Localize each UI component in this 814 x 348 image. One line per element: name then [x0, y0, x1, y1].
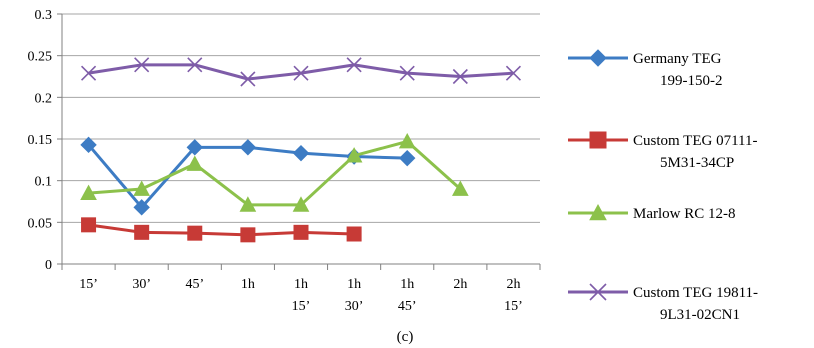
- legend-marker: [589, 283, 607, 301]
- x-tick-label: 1h 45’: [398, 277, 417, 314]
- x-tick-label-line: 15’: [79, 277, 98, 292]
- legend-entry: Custom TEG 07111- 5M31-34CP: [568, 131, 757, 171]
- data-point: [133, 180, 151, 196]
- x-tick-label-line: 45’: [185, 277, 204, 292]
- x-tick-label: 1h 15’: [292, 277, 311, 314]
- x-tick-label: 45’: [185, 277, 204, 292]
- data-point: [133, 199, 150, 216]
- y-axis: 0 0.05 0.1 0.15 0.2 0.25 0.3: [28, 8, 63, 273]
- legend-entry: Germany TEG 199-150-2: [568, 49, 723, 89]
- legend-label-line: Custom TEG 19811-: [633, 285, 758, 301]
- data-point: [80, 136, 97, 154]
- series-3: [80, 132, 469, 212]
- legend-marker: [589, 49, 607, 67]
- data-point: [80, 184, 97, 201]
- legend-label-line: Germany TEG: [633, 51, 722, 67]
- x-tick-label-line: 45’: [398, 299, 417, 314]
- x-tick-label: 15’: [79, 277, 98, 292]
- x-tick-label: 2h: [453, 277, 467, 292]
- x-tick-label-line: 15’: [504, 299, 523, 314]
- legend-label: Custom TEG 19811- 9L31-02CN1: [633, 285, 758, 323]
- data-point: [240, 227, 256, 243]
- data-point: [292, 144, 310, 162]
- data-point: [399, 149, 416, 167]
- x-axis: 15’ 30’ 45’ 1h 1h 15’1h 30’1h 45’2h 2h 15’: [61, 263, 541, 314]
- data-point: [134, 57, 150, 73]
- data-point: [187, 57, 203, 73]
- legend-label-line: 9L31-02CN1: [660, 307, 740, 323]
- data-point: [293, 65, 309, 81]
- data-point: [134, 224, 150, 240]
- y-tick-label: 0.2: [35, 91, 53, 106]
- data-point: [187, 225, 203, 241]
- series-layer: [80, 57, 522, 243]
- series-4: [80, 57, 522, 87]
- data-point: [240, 71, 256, 87]
- x-tick-label-line: 15’: [292, 299, 311, 314]
- x-tick-label-line: 1h: [400, 277, 414, 292]
- x-tick-label-line: 2h: [506, 277, 520, 292]
- data-point: [346, 57, 362, 73]
- y-tick-label: 0.15: [28, 133, 53, 148]
- x-tick-label-line: 30’: [345, 299, 364, 314]
- marker-stroke: [240, 71, 256, 87]
- data-point: [345, 147, 363, 163]
- marker-stroke: [80, 65, 97, 81]
- marker-stroke: [399, 65, 415, 81]
- marker-stroke: [346, 57, 362, 73]
- data-point: [292, 196, 310, 212]
- y-tick-label: 0.25: [28, 50, 53, 65]
- data-point: [505, 65, 522, 81]
- figure-caption: (c): [397, 329, 414, 345]
- data-point: [239, 139, 257, 156]
- x-tick-label-line: 1h: [241, 277, 255, 292]
- x-tick-label: 30’: [132, 277, 151, 292]
- legend-label: Marlow RC 12-8: [633, 206, 736, 222]
- series-line: [88, 223, 355, 237]
- data-point: [346, 226, 362, 242]
- x-tick-label-line: 1h: [294, 277, 308, 292]
- data-point: [81, 217, 97, 233]
- data-point: [239, 196, 257, 212]
- x-tick-label: 1h: [241, 277, 255, 292]
- y-tick-label: 0.3: [35, 8, 53, 23]
- y-tick-label: 0.1: [35, 175, 53, 190]
- legend-marker: [589, 203, 607, 221]
- x-tick-label-line: 30’: [132, 277, 151, 292]
- legend-label-line: Custom TEG 07111-: [633, 133, 757, 149]
- x-tick-label: 1h 30’: [345, 277, 364, 314]
- data-point: [399, 65, 415, 81]
- data-point: [80, 65, 97, 81]
- data-point: [186, 139, 203, 156]
- legend-entry: Custom TEG 19811- 9L31-02CN1: [568, 283, 758, 323]
- legend-label-line: Marlow RC 12-8: [633, 206, 736, 222]
- legend-entry: Marlow RC 12-8: [568, 203, 736, 222]
- data-point: [293, 224, 309, 240]
- x-tick-label-line: 1h: [347, 277, 361, 292]
- series-2: [81, 217, 362, 243]
- marker-stroke: [134, 57, 150, 73]
- marker-stroke: [589, 283, 607, 301]
- data-point: [451, 180, 469, 196]
- marker-stroke: [187, 57, 203, 73]
- x-tick-label: 2h 15’: [504, 277, 523, 314]
- marker-stroke: [505, 65, 522, 81]
- legend-label: Germany TEG 199-150-2: [633, 51, 723, 89]
- data-point: [452, 68, 468, 85]
- y-tick-label: 0.05: [28, 216, 53, 231]
- series-line: [88, 140, 462, 207]
- legend-label: Custom TEG 07111- 5M31-34CP: [633, 133, 757, 171]
- data-point: [398, 132, 416, 149]
- marker-stroke: [293, 65, 309, 81]
- marker-stroke: [452, 68, 468, 85]
- legend-label-line: 5M31-34CP: [660, 155, 734, 171]
- x-tick-label-line: 2h: [453, 277, 467, 292]
- legend-label-line: 199-150-2: [660, 73, 723, 89]
- legend-marker: [589, 131, 607, 149]
- data-point: [186, 155, 204, 171]
- legend: Germany TEG 199-150-2 Custom TEG 07111- 5M3…: [568, 49, 758, 323]
- y-tick-label: 0: [45, 258, 52, 273]
